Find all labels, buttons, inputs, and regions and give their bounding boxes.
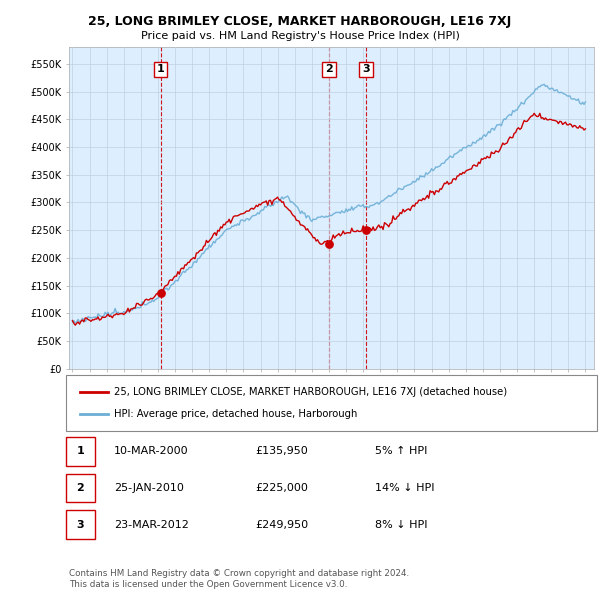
Text: 14% ↓ HPI: 14% ↓ HPI [375,483,434,493]
Text: 5% ↑ HPI: 5% ↑ HPI [375,447,427,456]
Text: 2: 2 [77,483,84,493]
Text: 8% ↓ HPI: 8% ↓ HPI [375,520,427,529]
Point [361,225,371,235]
Text: HPI: Average price, detached house, Harborough: HPI: Average price, detached house, Harb… [114,409,358,419]
Text: 1: 1 [157,64,164,74]
Text: 3: 3 [362,64,370,74]
Text: 2: 2 [325,64,333,74]
Text: Contains HM Land Registry data © Crown copyright and database right 2024.: Contains HM Land Registry data © Crown c… [69,569,409,578]
Text: Price paid vs. HM Land Registry's House Price Index (HPI): Price paid vs. HM Land Registry's House … [140,31,460,41]
Text: £135,950: £135,950 [255,447,308,456]
Text: £249,950: £249,950 [255,520,308,529]
Text: 25, LONG BRIMLEY CLOSE, MARKET HARBOROUGH, LE16 7XJ (detached house): 25, LONG BRIMLEY CLOSE, MARKET HARBOROUG… [114,386,507,396]
Text: 1: 1 [77,447,84,456]
Point [324,240,334,249]
Text: £225,000: £225,000 [255,483,308,493]
Text: 10-MAR-2000: 10-MAR-2000 [114,447,188,456]
Text: 23-MAR-2012: 23-MAR-2012 [114,520,189,529]
Point [156,289,166,298]
Text: 25, LONG BRIMLEY CLOSE, MARKET HARBOROUGH, LE16 7XJ: 25, LONG BRIMLEY CLOSE, MARKET HARBOROUG… [88,15,512,28]
Text: 25-JAN-2010: 25-JAN-2010 [114,483,184,493]
Text: This data is licensed under the Open Government Licence v3.0.: This data is licensed under the Open Gov… [69,579,347,589]
Text: 3: 3 [77,520,84,529]
